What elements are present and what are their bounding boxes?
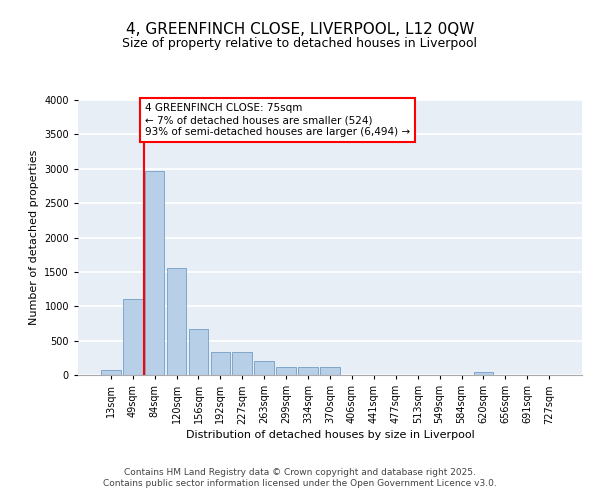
Text: 4 GREENFINCH CLOSE: 75sqm
← 7% of detached houses are smaller (524)
93% of semi-: 4 GREENFINCH CLOSE: 75sqm ← 7% of detach… (145, 104, 410, 136)
Text: 4, GREENFINCH CLOSE, LIVERPOOL, L12 0QW: 4, GREENFINCH CLOSE, LIVERPOOL, L12 0QW (126, 22, 474, 38)
Bar (298, 367, 318, 375)
Bar (473, 372, 493, 375)
Text: Contains HM Land Registry data © Crown copyright and database right 2025.: Contains HM Land Registry data © Crown c… (124, 468, 476, 477)
Bar (211, 352, 230, 375)
Bar (101, 370, 121, 375)
Bar (232, 352, 252, 375)
Bar (254, 361, 274, 375)
Bar (145, 172, 164, 375)
X-axis label: Distribution of detached houses by size in Liverpool: Distribution of detached houses by size … (185, 430, 475, 440)
Bar (320, 367, 340, 375)
Bar (167, 268, 187, 375)
Bar (188, 329, 208, 375)
Bar (123, 300, 143, 375)
Text: Contains public sector information licensed under the Open Government Licence v3: Contains public sector information licen… (103, 479, 497, 488)
Y-axis label: Number of detached properties: Number of detached properties (29, 150, 38, 325)
Text: Size of property relative to detached houses in Liverpool: Size of property relative to detached ho… (122, 38, 478, 51)
Bar (276, 367, 296, 375)
